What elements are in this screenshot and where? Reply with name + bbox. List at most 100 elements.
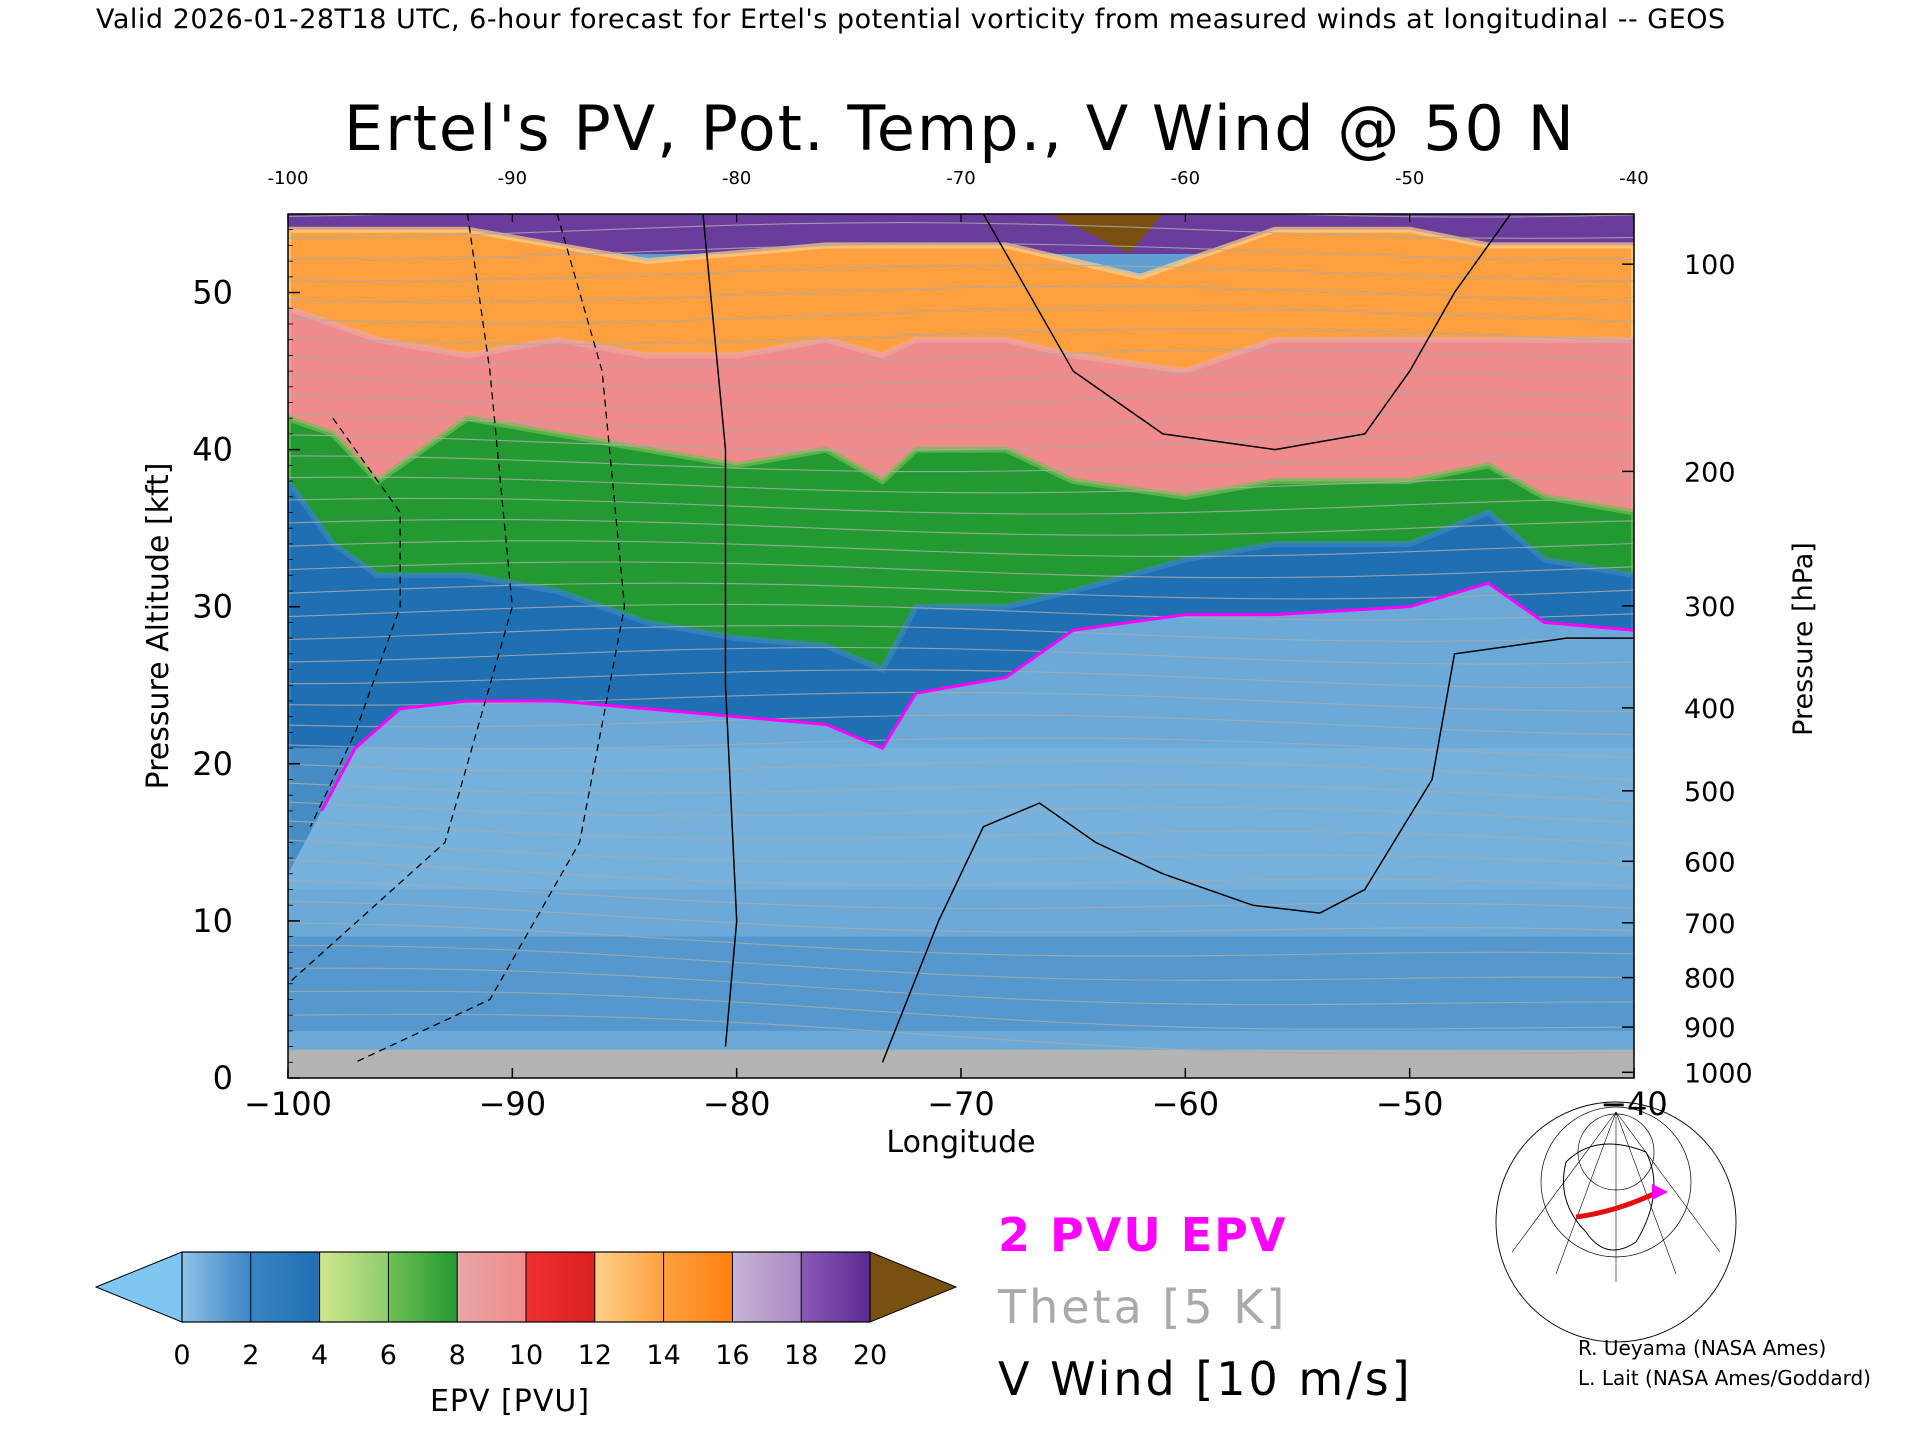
v-wind-contour [702,214,738,1047]
y2-tick-label: 900 [1684,1013,1736,1044]
colorbar-tick-label: 12 [578,1340,612,1371]
colorbar-segment [388,1252,458,1322]
theta-isentrope [288,349,1634,367]
theta-isentrope [288,691,1634,712]
chart-title: Ertel's PV, Pot. Temp., V Wind @ 50 N [343,92,1577,165]
y-tick-label: 20 [192,745,233,783]
colorbar-segment [801,1252,871,1322]
theta-isentrope [288,900,1634,933]
plot-area [288,214,1634,1078]
theta-isentrope [288,434,1634,451]
colorbar-tick-label: 10 [509,1340,543,1371]
map-meridian [1555,1111,1617,1275]
x-top-tick-label: -60 [1171,168,1200,189]
colorbar-tick-label: 18 [784,1340,818,1371]
x-top-tick-label: -100 [268,168,309,189]
x-tick-label: −70 [927,1085,995,1123]
x-tick-label: −50 [1376,1085,1444,1123]
colorbar-tick-label: 0 [173,1340,190,1371]
colorbar-tick-label: 2 [242,1340,259,1371]
theta-isentrope [288,801,1634,824]
colorbar-segment [594,1252,665,1322]
theta-isentrope [288,669,1634,688]
credit-line-1: R. Ueyama (NASA Ames) [1578,1336,1827,1360]
y-tick-label: 40 [192,431,233,469]
map-meridian [1511,1111,1617,1253]
theta-isentrope [288,264,1634,282]
y2-tick-label: 700 [1684,909,1736,940]
colorbar-tick-label: 4 [311,1340,328,1371]
theta-isentrope [288,879,1634,910]
theta-isentrope [288,839,1634,866]
colorbar-over-arrow [869,1251,958,1323]
colorbar-segment [732,1252,802,1322]
y-tick-label: 10 [192,902,233,940]
colorbar-under-arrow [94,1251,183,1323]
x-tick-label: −90 [479,1085,547,1123]
v-wind-contour-dashed [288,214,513,985]
colorbar-tick-label: 16 [715,1340,749,1371]
map-outline [1495,1101,1737,1343]
theta-isentrope [288,561,1634,579]
theta-isentrope [288,243,1634,261]
x-top-tick-label: -90 [498,168,527,189]
x-axis-label: Longitude [886,1125,1035,1160]
theta-isentrope [288,476,1634,494]
theta-isentrope [288,625,1634,642]
y2-axis-label: Pressure [hPa] [1788,542,1819,736]
y2-tick-label: 600 [1684,847,1736,878]
colorbar-tick-label: 20 [853,1340,887,1371]
theta-isentrope [288,922,1634,957]
colorbar-tick-label: 14 [646,1340,680,1371]
y2-tick-label: 500 [1684,777,1736,808]
theta-isentrope [288,582,1634,600]
globe-map-inset [1495,1101,1737,1343]
x-tick-label: −80 [703,1085,771,1123]
y-tick-label: 50 [192,274,233,312]
theta-isentrope [288,714,1634,736]
theta-isentrope [288,412,1634,430]
theta-isentrope [288,285,1634,303]
colorbar-segment [182,1252,252,1322]
colorbar-segment [526,1252,596,1322]
theta-isentrope [288,328,1634,345]
axis-ticks: −100 −90 −80 −70 −60 −50 −40 -100 -90 -80 -70 -60 -5… [141,168,1819,1160]
pv-fill-over-20 [1050,214,1163,254]
x-tick-label: −60 [1152,1085,1220,1123]
legend-theta: Theta [5 K] [998,1280,1288,1334]
pv-2pvu-line [320,581,1634,812]
y2-tick-label: 800 [1684,964,1736,995]
colorbar-tick-label: 6 [380,1340,397,1371]
map-meridian [1615,1111,1677,1275]
map-continent-outline [1563,1143,1655,1251]
theta-isentrope [288,944,1634,981]
legend-2pvu-epv: 2 PVU EPV [998,1208,1288,1262]
theta-isentrope [288,391,1634,409]
theta-isentrope [288,737,1634,759]
header-title: Valid 2026-01-28T18 UTC, 6-hour forecast… [96,4,1726,35]
pv-fill-mid-trop [288,748,1634,890]
credit-line-2: L. Lait (NASA Ames/Goddard) [1578,1366,1871,1390]
theta-isentrope [288,222,1634,239]
y2-tick-label: 200 [1684,457,1736,488]
colorbar-label: EPV [PVU] [429,1384,591,1419]
theta-isentrope [288,1013,1634,1055]
y2-tick-label: 400 [1684,694,1736,725]
theta-isentrope [288,859,1634,887]
theta-isentrope [288,540,1634,557]
theta-isentrope [288,455,1634,473]
v-wind-contour [982,214,1512,451]
theta-isentrope [288,782,1634,802]
colorbar-segment [663,1252,733,1322]
y2-tick-label: 100 [1684,250,1736,281]
x-top-tick-label: -80 [722,168,751,189]
y2-tick-label: 1000 [1684,1058,1753,1089]
y-tick-label: 30 [192,588,233,626]
x-top-tick-label: -70 [946,168,975,189]
y-tick-label: 0 [213,1059,233,1097]
theta-contours [288,214,1634,1055]
x-tick-label: −40 [1600,1085,1668,1123]
colorbar-segment [457,1252,527,1322]
theta-isentrope [288,820,1634,845]
legend-v-wind: V Wind [10 m/s] [998,1352,1413,1406]
